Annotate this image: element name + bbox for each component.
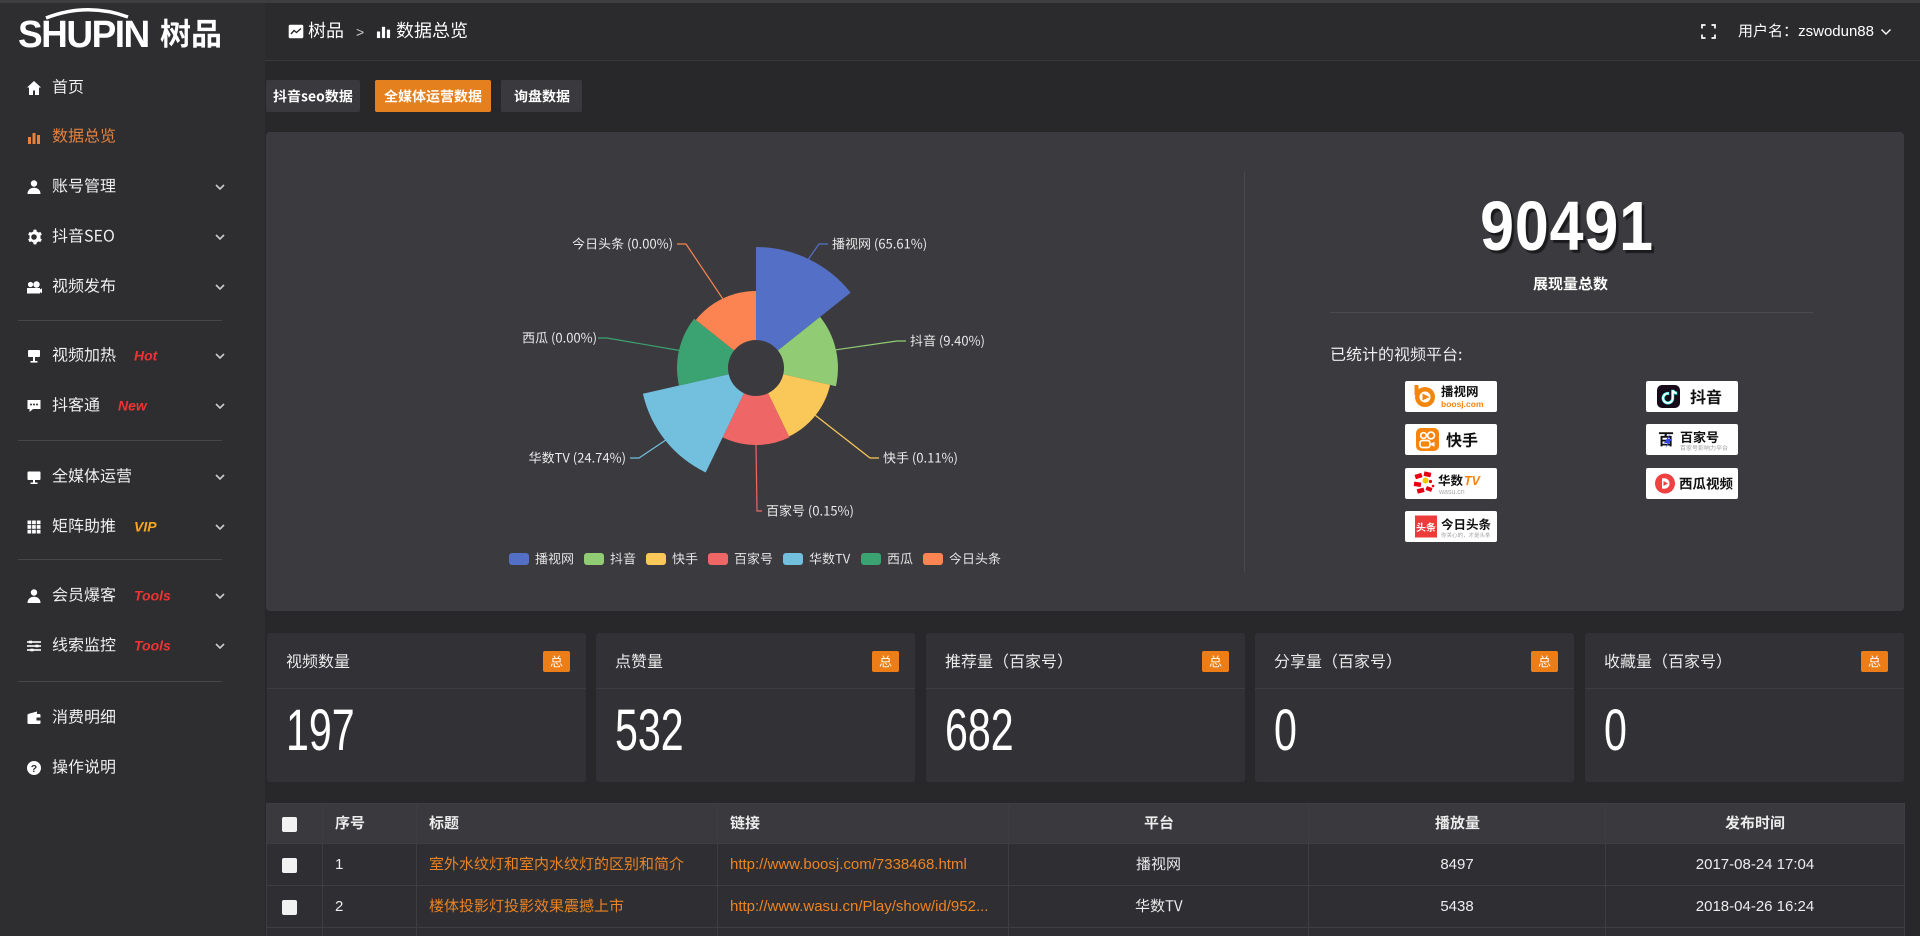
svg-text:?: ? — [31, 763, 37, 775]
svg-text:boosj.com: boosj.com — [1441, 399, 1484, 409]
svg-text:wasu.cn: wasu.cn — [1438, 489, 1465, 496]
svg-text:TV: TV — [1464, 474, 1482, 488]
svg-text:SHUPIN: SHUPIN — [18, 13, 149, 55]
